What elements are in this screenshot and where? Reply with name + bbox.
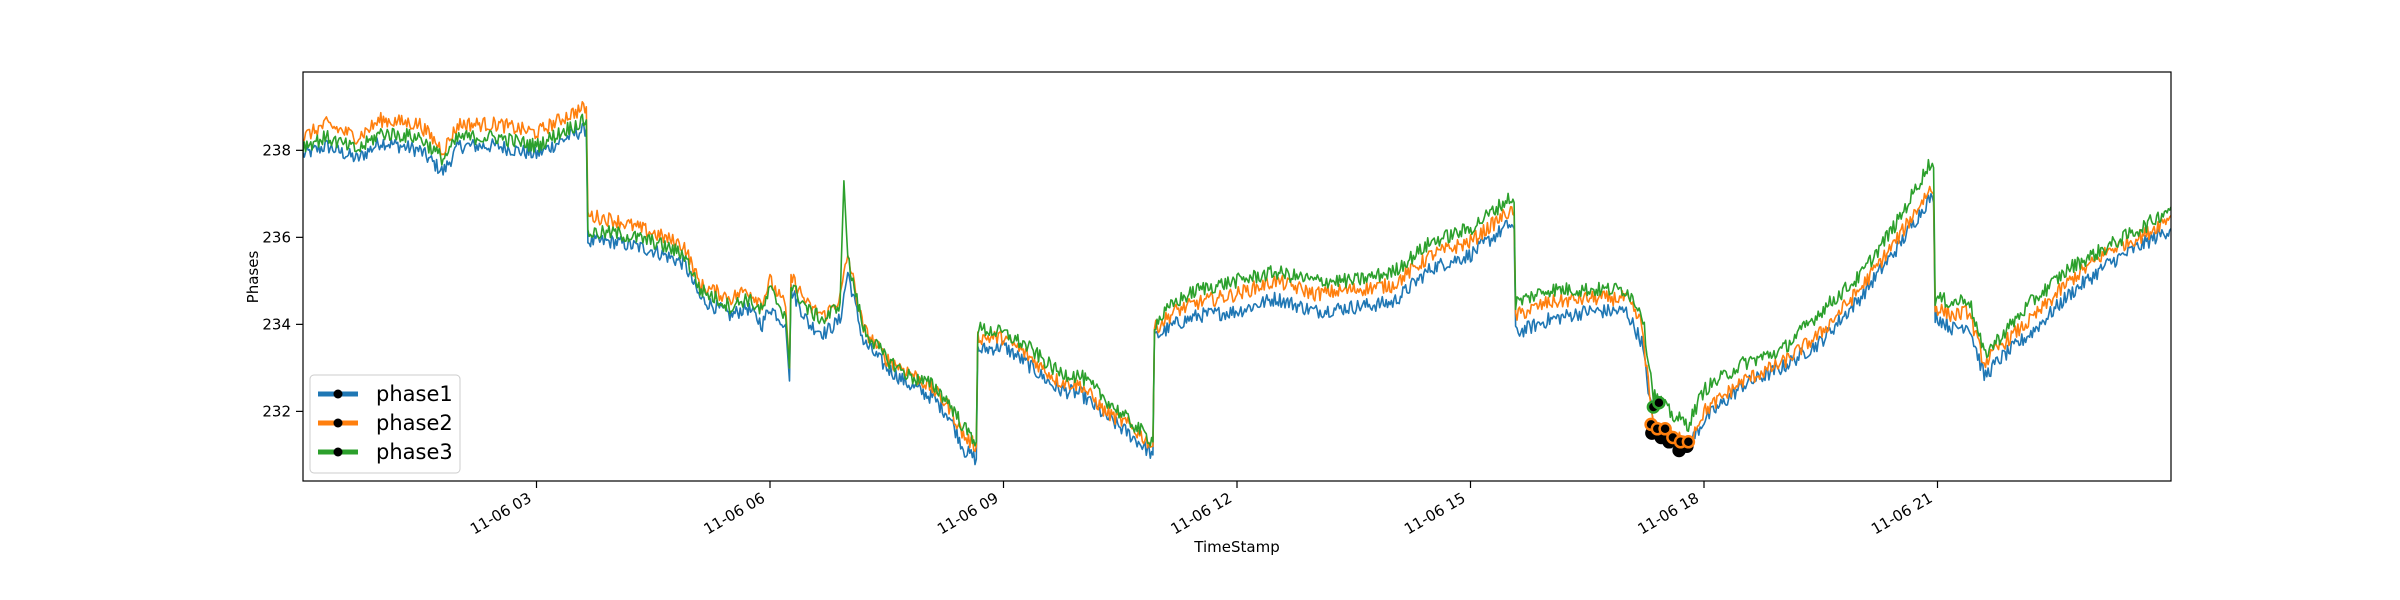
x-axis-title: TimeStamp [1193, 538, 1279, 556]
series-layer [303, 101, 2171, 466]
legend-label-phase3: phase3 [376, 440, 453, 464]
y-tick-label: 238 [262, 141, 291, 159]
series-line-phase3 [303, 113, 2171, 447]
legend: phase1 phase2 phase3 [309, 374, 461, 474]
legend-marker-phase1 [333, 389, 343, 399]
legend-marker-phase2 [333, 418, 343, 428]
legend-label-phase1: phase1 [376, 382, 453, 406]
series-line-phase2 [303, 101, 2171, 453]
y-axis: 232 234 236 238 [262, 141, 303, 420]
y-tick-label: 232 [262, 402, 291, 420]
marker-layer [1644, 395, 1696, 458]
series-line-phase1 [303, 122, 2171, 466]
marker-phase2 [1658, 422, 1672, 436]
marker-phase2 [1681, 435, 1696, 449]
y-tick-label: 236 [262, 228, 291, 246]
marker-phase3 [1652, 395, 1666, 410]
legend-box [309, 374, 461, 474]
legend-label-phase2: phase2 [376, 411, 453, 435]
y-axis-title: Phases [244, 251, 262, 304]
legend-marker-phase3 [333, 447, 343, 457]
y-tick-label: 234 [262, 315, 291, 333]
